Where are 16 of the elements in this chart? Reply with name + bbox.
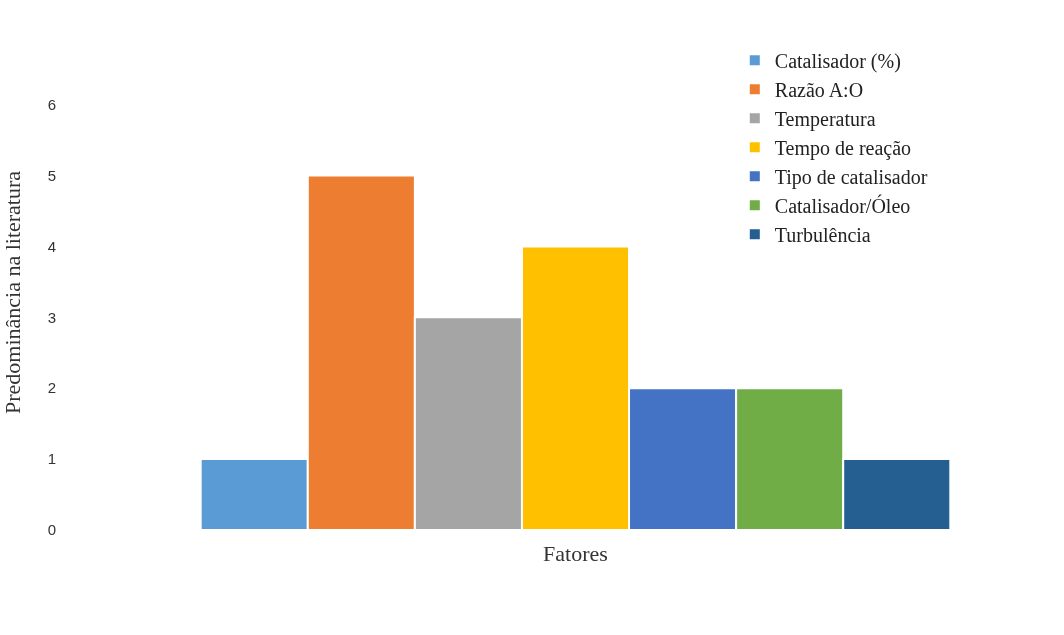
y-tick-label: 5 — [47, 166, 56, 184]
y-tick-label: 2 — [47, 379, 56, 397]
legend-label: Turbulência — [774, 224, 871, 247]
y-tick-label: 6 — [47, 95, 56, 113]
legend-label: Tipo de catalisador — [774, 166, 928, 190]
y-tick-label: 4 — [47, 237, 56, 255]
y-tick-label: 3 — [47, 308, 56, 326]
legend-label: Razão A:O — [774, 79, 864, 102]
legend-label: Temperatura — [774, 108, 876, 132]
y-tick-label: 0 — [47, 521, 56, 539]
legend-label: Catalisador (%) — [774, 50, 901, 74]
y-tick-label: 1 — [47, 450, 56, 468]
y-axis-title: Predominância na literatura — [0, 170, 26, 415]
x-axis-title: Fatores — [543, 540, 608, 566]
legend-label: Tempo de reação — [774, 137, 912, 161]
legend-label: Catalisador/Óleo — [774, 194, 911, 218]
